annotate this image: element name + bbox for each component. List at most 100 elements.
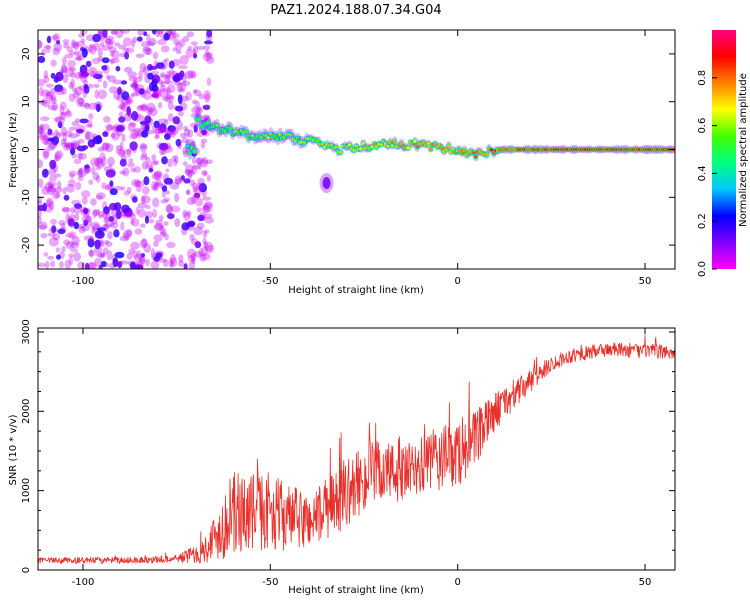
noise-blob: [68, 231, 77, 239]
noise-blob: [140, 223, 146, 228]
noise-blob: [139, 115, 146, 122]
noise-blob: [137, 30, 145, 36]
noise-blob: [187, 70, 196, 79]
noise-blob: [146, 102, 156, 113]
noise-blob: [51, 225, 57, 234]
noise-blob: [55, 71, 64, 82]
noise-blob: [68, 81, 74, 90]
noise-blob: [163, 145, 173, 153]
noise-blob: [170, 125, 179, 135]
noise-blob: [127, 71, 137, 78]
noise-blob: [187, 255, 195, 262]
noise-blob: [94, 157, 103, 167]
top-y-tick-label: -20: [21, 237, 32, 253]
noise-blob: [144, 215, 150, 224]
noise-blob: [53, 117, 63, 122]
noise-blob: [122, 229, 132, 239]
noise-blob: [201, 129, 208, 136]
noise-blob: [130, 219, 135, 226]
noise-blob: [43, 45, 52, 50]
ridge-core: [246, 136, 251, 140]
noise-blob: [205, 244, 215, 254]
noise-blob: [119, 101, 126, 110]
noise-blob: [97, 89, 108, 100]
noise-blob: [91, 221, 100, 231]
noise-blob: [160, 149, 167, 156]
bottom-y-tick-label: 0: [21, 567, 32, 573]
noise-blob: [164, 94, 175, 103]
noise-blob: [108, 86, 118, 94]
noise-blob: [164, 233, 169, 241]
noise-blob: [67, 218, 76, 227]
noise-blob: [71, 41, 80, 48]
noise-blob: [123, 190, 130, 196]
noise-blob: [134, 180, 145, 188]
noise-blob: [206, 174, 211, 182]
noise-blob: [60, 111, 67, 116]
noise-blob: [70, 147, 76, 156]
noise-blob: [38, 205, 46, 212]
noise-blob: [62, 207, 71, 213]
noise-blob: [177, 120, 184, 131]
noise-blob: [185, 169, 195, 177]
noise-blob: [58, 220, 67, 226]
noise-blob: [41, 186, 50, 196]
noise-blob: [195, 100, 200, 110]
noise-blob: [189, 179, 196, 186]
noise-blob: [188, 260, 196, 269]
ridge-core: [190, 146, 195, 150]
ridge-core: [296, 136, 300, 140]
noise-blob: [87, 220, 93, 228]
noise-blob: [45, 204, 53, 213]
noise-blob: [70, 248, 79, 253]
noise-blob: [129, 122, 137, 127]
noise-blob: [80, 73, 88, 83]
noise-blob: [74, 86, 84, 96]
colorbar-tick-label: 0.8: [697, 70, 708, 86]
bottom-x-tick-label: -100: [72, 577, 95, 588]
noise-blob: [160, 128, 169, 133]
noise-blob: [159, 64, 166, 71]
noise-blob: [60, 138, 67, 145]
noise-blob: [74, 118, 81, 123]
noise-blob: [120, 80, 128, 85]
noise-blob: [48, 142, 58, 150]
noise-blob: [163, 32, 170, 41]
noise-blob: [158, 215, 164, 221]
top-x-axis-label: Height of straight line (km): [288, 285, 424, 296]
noise-blob: [131, 129, 139, 139]
noise-blob: [145, 259, 150, 267]
noise-blob: [187, 129, 194, 138]
noise-blob: [90, 70, 96, 78]
noise-blob: [60, 126, 67, 135]
noise-blob: [65, 241, 75, 250]
noise-blob: [83, 83, 89, 90]
ridge-core: [278, 132, 282, 136]
noise-blob: [198, 93, 205, 100]
noise-blob: [110, 132, 116, 139]
noise-blob: [68, 50, 77, 56]
noise-blob: [76, 124, 86, 134]
noise-blob: [112, 257, 119, 268]
noise-blob: [173, 158, 178, 167]
noise-blob: [59, 101, 67, 111]
noise-blob: [50, 72, 56, 79]
noise-blob: [87, 261, 97, 269]
noise-blob: [77, 138, 85, 144]
noise-blob: [157, 102, 163, 109]
noise-blob: [131, 178, 142, 188]
noise-blob: [134, 86, 140, 96]
noise-blob: [38, 124, 45, 131]
noise-blob: [79, 102, 90, 108]
noise-blob: [76, 40, 86, 48]
noise-blob: [51, 181, 57, 187]
noise-blob: [143, 243, 151, 253]
noise-blob: [151, 172, 161, 181]
noise-blob: [190, 41, 198, 46]
noise-blob: [204, 216, 214, 224]
noise-blob: [51, 136, 60, 146]
noise-blob: [78, 33, 85, 38]
noise-blob: [47, 104, 57, 111]
noise-blob: [127, 122, 136, 132]
